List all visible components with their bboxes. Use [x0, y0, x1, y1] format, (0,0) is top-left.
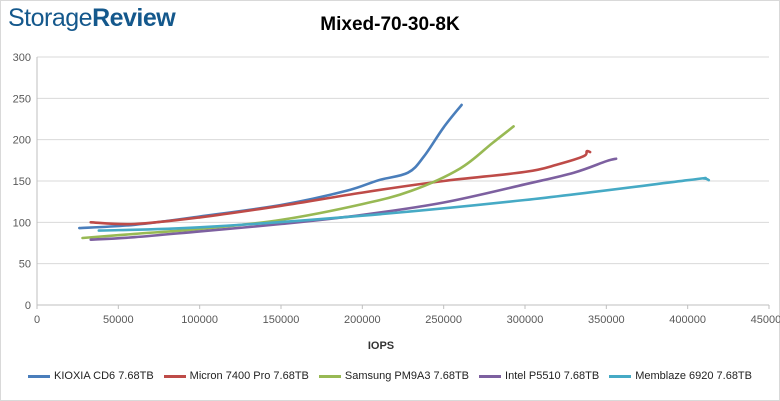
x-tick-label: 400000 — [669, 314, 706, 326]
legend-item: Memblaze 6920 7.68TB — [609, 370, 752, 382]
x-tick-label: 350000 — [588, 314, 625, 326]
y-tick-label: 250 — [13, 93, 31, 105]
legend-item: Samsung PM9A3 7.68TB — [318, 370, 470, 382]
x-axis-label: IOPS — [368, 340, 394, 352]
storagereview-logo: StorageReview — [8, 4, 176, 33]
legend-item: KIOXIA CD6 7.68TB — [28, 370, 154, 382]
x-tick-label: 200000 — [344, 314, 381, 326]
legend-label: Micron 7400 Pro 7.68TB — [189, 370, 309, 382]
x-tick-label: 250000 — [425, 314, 462, 326]
y-tick-label: 50 — [19, 259, 31, 271]
legend-swatch — [163, 374, 186, 378]
legend-label: Memblaze 6920 7.68TB — [635, 370, 752, 382]
legend-swatch — [318, 374, 341, 378]
y-tick-label: 300 — [13, 52, 31, 64]
x-tick-label: 0 — [34, 314, 40, 326]
legend-label: Samsung PM9A3 7.68TB — [344, 370, 470, 382]
series-line-intel-p5510-7-68tb — [89, 157, 618, 241]
legend-label: KIOXIA CD6 7.68TB — [54, 370, 154, 382]
x-tick-label: 100000 — [181, 314, 218, 326]
y-tick-label: 100 — [13, 217, 31, 229]
y-tick-label: 0 — [25, 300, 31, 312]
legend-item: Micron 7400 Pro 7.68TB — [163, 370, 309, 382]
logo-storage-text: Storage — [8, 4, 93, 32]
legend-swatch — [479, 374, 502, 378]
series-line-samsung-pm9a3-7-68tb — [81, 125, 515, 240]
y-tick-label: 150 — [13, 176, 31, 188]
series-line-memblaze-6920-7-68tb — [97, 176, 711, 232]
x-tick-label: 450000 — [751, 314, 780, 326]
x-tick-label: 150000 — [263, 314, 300, 326]
legend-swatch — [609, 374, 632, 378]
chart-legend: KIOXIA CD6 7.68TB Micron 7400 Pro 7.68TB S… — [0, 370, 780, 382]
x-tick-label: 50000 — [103, 314, 134, 326]
legend-item: Intel P5510 7.68TB — [479, 370, 599, 382]
legend-swatch — [28, 374, 50, 378]
legend-label: Intel P5510 7.68TB — [505, 370, 600, 382]
x-tick-label: 300000 — [507, 314, 544, 326]
y-tick-label: 200 — [13, 135, 31, 147]
chart-title: Mixed-70-30-8K — [320, 14, 460, 35]
logo-review-text: Review — [92, 4, 176, 32]
